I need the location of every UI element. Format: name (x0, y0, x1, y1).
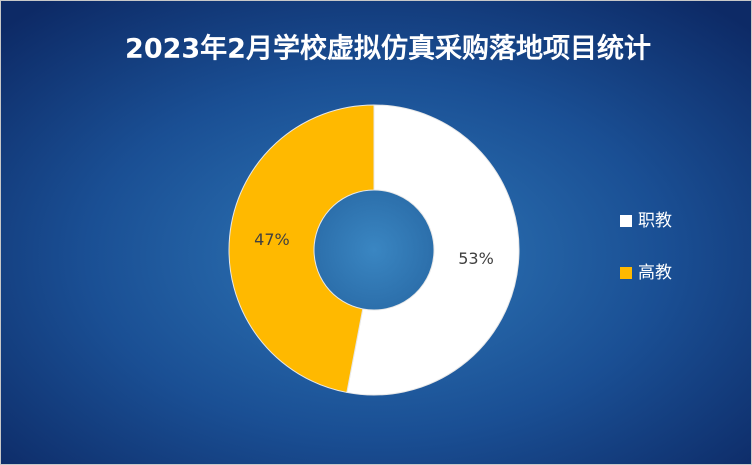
slice (228, 104, 375, 394)
legend-swatch (620, 267, 632, 279)
data-label: 53% (458, 249, 494, 268)
legend-swatch (620, 215, 632, 227)
donut-hole (314, 190, 434, 310)
chart-title: 2023年2月学校虚拟仿真采购落地项目统计 (125, 33, 651, 65)
legend-label: 高教 (638, 263, 672, 283)
legend-label: 职教 (638, 211, 672, 231)
slice (346, 104, 520, 396)
data-label: 47% (254, 230, 290, 249)
